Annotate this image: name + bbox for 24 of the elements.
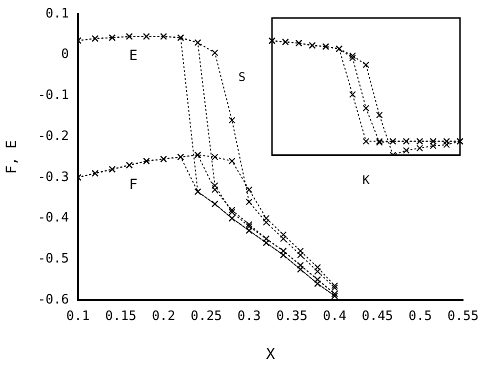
x-tick-label: 0.15 [105, 309, 136, 324]
x-axis-title: K [362, 173, 370, 188]
x-tick-label: 0.35 [276, 309, 308, 324]
y-tick-label: -0.5 [38, 252, 69, 267]
y-tick-label: -0.4 [38, 210, 70, 226]
y-tick-label: -0.2 [38, 128, 69, 144]
y-axis-title: F, E [4, 140, 20, 174]
y-tick-label: -0.6 [38, 292, 69, 308]
y-tick-label: 0.1 [46, 6, 69, 22]
y-tick-label: -0.1 [38, 88, 69, 104]
x-tick-label: 0.3 [237, 309, 261, 324]
y-axis-title: S [238, 70, 246, 84]
x-tick-label: 0.1 [66, 309, 90, 324]
x-axis-title: X [266, 344, 276, 363]
x-tick-label: 0.55 [447, 309, 479, 324]
x-tick-label: 0.2 [152, 309, 176, 324]
series-label: E [129, 48, 138, 64]
x-tick-label: 0.25 [190, 309, 222, 324]
y-tick-label: -0.3 [38, 170, 69, 185]
series-label: F [129, 176, 138, 193]
y-tick-label: 0 [61, 47, 69, 62]
x-tick-label: 0.45 [362, 309, 394, 324]
x-tick-label: 0.5 [408, 309, 432, 324]
x-tick-label: 0.4 [322, 309, 347, 324]
